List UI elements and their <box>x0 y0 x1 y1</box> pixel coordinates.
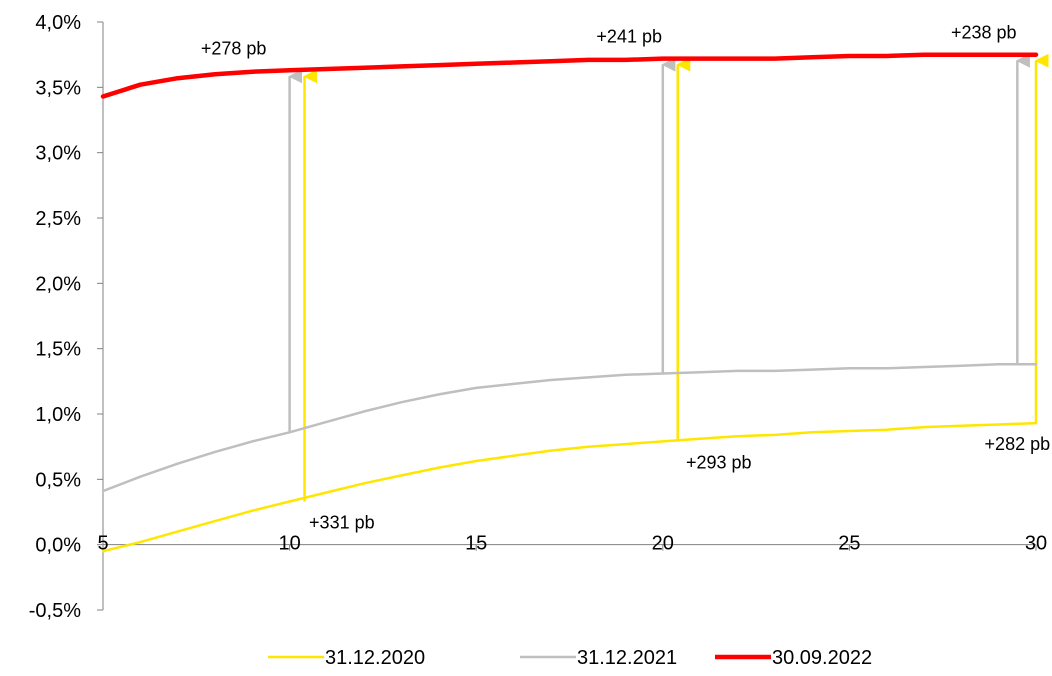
delta-label: +238 pb <box>951 23 1017 43</box>
y-tick-label: 1,5% <box>35 339 81 361</box>
legend-label: 31.12.2020 <box>325 647 425 669</box>
x-tick-label: 25 <box>838 533 860 555</box>
y-tick-label: 2,5% <box>35 208 81 230</box>
y-tick-label: 3,0% <box>35 143 81 165</box>
y-tick-label: 4,0% <box>35 12 81 34</box>
delta-label: +241 pb <box>596 27 662 47</box>
y-tick-label: 2,0% <box>35 273 81 295</box>
series-line <box>101 421 1038 553</box>
delta-label: +331 pb <box>309 513 375 533</box>
delta-label: +282 pb <box>985 434 1051 454</box>
x-tick-label: 5 <box>97 533 108 555</box>
y-tick-label: 0,0% <box>35 535 81 557</box>
annotations: +278 pb +331 pb +241 pb +293 pb +238 pb +282 … <box>201 23 1050 533</box>
series-line <box>100 52 1039 99</box>
axes: -0,5% 0,0% 0,5% 1,0% 1,5% 2,0% 2,5% 3,0% 3,5% 4,0… <box>29 12 1047 622</box>
series-line <box>101 363 1038 493</box>
y-tick-label: 1,0% <box>35 404 81 426</box>
y-tick-label: 3,5% <box>35 77 81 99</box>
y-tick-label: 0,5% <box>35 469 81 491</box>
x-tick-label: 30 <box>1025 533 1047 555</box>
x-tick-label: 10 <box>278 533 300 555</box>
legend-label: 30.09.2022 <box>772 647 872 669</box>
legend: 31.12.2020 31.12.2021 30.09.2022 <box>268 647 872 669</box>
delta-label: +278 pb <box>201 38 267 58</box>
y-tick-label: -0,5% <box>29 600 81 622</box>
delta-label: +293 pb <box>686 452 752 472</box>
series-lines <box>100 52 1039 553</box>
legend-label: 31.12.2021 <box>577 647 677 669</box>
x-tick-label: 20 <box>652 533 674 555</box>
x-tick-label: 15 <box>465 533 487 555</box>
